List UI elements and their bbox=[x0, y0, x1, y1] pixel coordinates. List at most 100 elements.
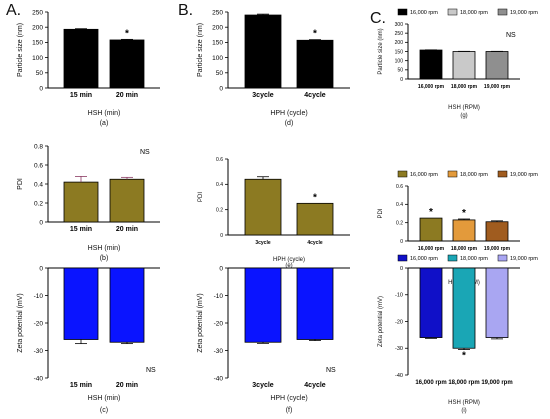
panel-c-xtick-label-0: 15 min bbox=[70, 382, 92, 389]
panel-h-ytick-label-2: 0.4 bbox=[396, 202, 403, 208]
panel-i-legend-label-0: 16,000 rpm bbox=[410, 256, 438, 262]
panel-f-ns-note: NS bbox=[326, 367, 336, 374]
panel-h-ylabel: PDI bbox=[378, 208, 384, 218]
panel-d-ytick-label-5: 250 bbox=[212, 9, 223, 16]
panel-h-legend-swatch-1 bbox=[447, 170, 458, 178]
panel-g-ytick-label-5: 250 bbox=[395, 31, 404, 37]
panel-f-ytick-label-1: -10 bbox=[214, 293, 224, 300]
panel-b-ytick-label-1: 0.2 bbox=[34, 200, 43, 207]
panel-a-significance-1: * bbox=[125, 28, 129, 39]
panel-h-legend-swatch-2 bbox=[497, 170, 508, 178]
panel-c-caption: (c) bbox=[100, 407, 108, 414]
panel-a-bar-1 bbox=[109, 39, 145, 89]
section-label-a: A. bbox=[6, 2, 22, 19]
panel-f-ytick-label-3: -30 bbox=[214, 348, 224, 355]
panel-f-xtick-label-0: 3cycle bbox=[252, 382, 274, 389]
panel-g-xtick-label-2: 19,000 rpm bbox=[484, 84, 511, 90]
panel-f-xlabel: HPH (cycle) bbox=[270, 395, 307, 402]
panel-a-ytick-label-4: 200 bbox=[32, 24, 43, 31]
panel-i-bar-1 bbox=[452, 267, 476, 349]
section-label-b: B. bbox=[178, 2, 194, 19]
panel-g-xtick-label-0: 16,000 rpm bbox=[418, 84, 445, 90]
section-label-c: C. bbox=[370, 10, 386, 27]
panel-a-ytick-label-5: 250 bbox=[32, 9, 43, 16]
panel-i-ylabel: Zeta potential (mV) bbox=[378, 296, 384, 347]
panel-h-legend-label-1: 18,000 rpm bbox=[460, 172, 488, 178]
panel-e-caption: (e) bbox=[285, 263, 292, 269]
panel-i-legend-label-1: 18,000 rpm bbox=[460, 256, 488, 262]
panel-h-bar-1 bbox=[452, 219, 476, 242]
panel-b-xtick-label-1: 20 min bbox=[116, 226, 138, 233]
panel-e-ytick-label-0: 0 bbox=[220, 233, 223, 239]
panel-d-ytick-label-2: 100 bbox=[212, 55, 223, 62]
panel-g-legend-swatch-1 bbox=[447, 8, 458, 16]
panel-b-bar-1 bbox=[109, 178, 145, 223]
panel-d-ylabel: Particle size (nm) bbox=[197, 23, 204, 77]
panel-e-significance-1: * bbox=[313, 192, 317, 203]
panel-b-xlabel: HSH (min) bbox=[88, 245, 121, 252]
panel-b-bar-0 bbox=[63, 181, 99, 223]
panel-i-legend-label-2: 19,000 rpm bbox=[510, 256, 538, 262]
panel-e-xlabel: HPH (cycle) bbox=[273, 257, 305, 263]
panel-d-significance-1: * bbox=[313, 29, 317, 40]
panel-h-legend-swatch-0 bbox=[397, 170, 408, 178]
panel-a-bar-0 bbox=[63, 28, 99, 89]
panel-e-ytick-label-2: 0.4 bbox=[216, 182, 223, 188]
panel-g-ytick-label-4: 200 bbox=[395, 40, 404, 46]
panel-i-bar-0 bbox=[419, 267, 443, 338]
panel-g-ytick-label-6: 300 bbox=[395, 22, 404, 28]
panel-e-xtick-label-1: 4cycle bbox=[307, 240, 323, 246]
panel-d-xtick-label-1: 4cycle bbox=[304, 92, 326, 99]
panel-f-bar-1 bbox=[296, 267, 334, 340]
panel-g-bar-1 bbox=[452, 51, 476, 80]
panel-i-caption: (i) bbox=[461, 408, 466, 414]
panel-g-xlabel: HSH (RPM) bbox=[448, 105, 480, 111]
panel-h-legend-label-0: 16,000 rpm bbox=[410, 172, 438, 178]
panel-g-caption: (g) bbox=[460, 113, 467, 119]
panel-a-caption: (a) bbox=[100, 120, 109, 127]
panel-g-legend-label-2: 19,000 rpm bbox=[510, 10, 538, 16]
panel-g-ytick-label-2: 100 bbox=[395, 58, 404, 64]
panel-h-ytick-label-3: 0.6 bbox=[396, 184, 403, 190]
panel-b-ylabel: PDI bbox=[17, 178, 24, 190]
panel-d-bar-0 bbox=[244, 14, 282, 89]
panel-a-xlabel: HSH (min) bbox=[88, 110, 121, 117]
panel-d-xtick-label-0: 3cycle bbox=[252, 92, 274, 99]
panel-i-ytick-label-3: -30 bbox=[395, 346, 403, 352]
panel-b-ytick-label-4: 0.8 bbox=[34, 143, 43, 150]
panel-d-ytick-label-3: 150 bbox=[212, 40, 223, 47]
panel-i-significance-1: * bbox=[462, 351, 466, 362]
panel-i-xtick-label-0: 16,000 rpm bbox=[415, 380, 446, 386]
panel-f-ylabel: Zeta potential (mV) bbox=[197, 293, 204, 353]
panel-d-ytick-label-4: 200 bbox=[212, 24, 223, 31]
panel-c-xtick-label-1: 20 min bbox=[116, 382, 138, 389]
panel-b-ytick-label-2: 0.4 bbox=[34, 181, 43, 188]
panel-d-ytick-label-1: 50 bbox=[216, 70, 224, 77]
panel-g-ylabel: Particle size (nm) bbox=[378, 28, 384, 74]
panel-i-legend-swatch-1 bbox=[447, 254, 458, 262]
panel-g-ns-note: NS bbox=[506, 32, 516, 39]
panel-i-ytick-label-4: -40 bbox=[395, 373, 403, 379]
panel-e-xtick-label-0: 3cycle bbox=[255, 240, 271, 246]
panel-d-xlabel: HPH (cycle) bbox=[270, 110, 307, 117]
panel-b-xtick-label-0: 15 min bbox=[70, 226, 92, 233]
panel-d-caption: (d) bbox=[285, 120, 294, 127]
panel-a-xtick-label-1: 20 min bbox=[116, 92, 138, 99]
panel-i-ytick-label-0: 0 bbox=[400, 266, 403, 272]
panel-g-ytick-label-1: 50 bbox=[397, 68, 403, 74]
panel-h-bar-2 bbox=[485, 221, 509, 242]
panel-h-significance-0: * bbox=[429, 207, 433, 218]
panel-a-ytick-label-1: 50 bbox=[36, 70, 44, 77]
panel-i-legend-swatch-0 bbox=[397, 254, 408, 262]
panel-c-xlabel: HSH (min) bbox=[88, 395, 121, 402]
panel-c-ytick-label-3: -30 bbox=[34, 348, 44, 355]
panel-g-ytick-label-0: 0 bbox=[400, 77, 403, 83]
panel-d-bar-1 bbox=[296, 39, 334, 89]
panel-a-ytick-label-2: 100 bbox=[32, 55, 43, 62]
panel-h-bar-0 bbox=[419, 217, 443, 242]
panel-e-ylabel: PDI bbox=[198, 192, 204, 202]
panel-h-ytick-label-1: 0.2 bbox=[396, 220, 403, 226]
panel-f-ytick-label-0: 0 bbox=[219, 265, 223, 272]
panel-b-ns-note: NS bbox=[140, 149, 150, 156]
